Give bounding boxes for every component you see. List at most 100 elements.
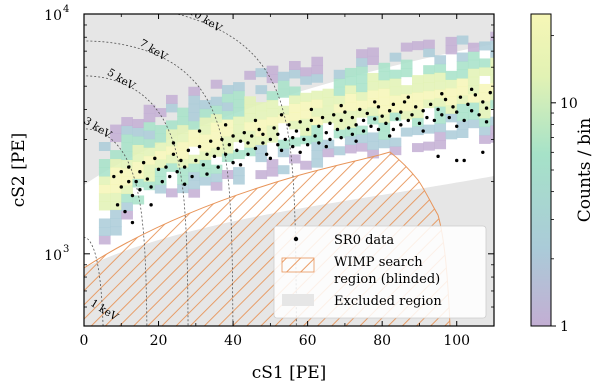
legend-box [273, 225, 487, 319]
heatmap-bin [400, 59, 413, 69]
plot-frame [83, 13, 495, 327]
data-point [138, 188, 142, 192]
data-point [194, 158, 198, 163]
heatmap-bin [400, 127, 413, 137]
heatmap-bin [166, 162, 178, 172]
data-point [384, 121, 388, 126]
heatmap-bin [188, 171, 201, 181]
heatmap-bin [233, 99, 245, 109]
y-tick-exponent: 4 [63, 4, 69, 15]
data-point [373, 100, 377, 104]
heatmap-bin [266, 125, 279, 135]
heatmap-bin [333, 146, 346, 156]
x-tick-label: 80 [373, 333, 391, 349]
heatmap-bin [277, 105, 290, 115]
heatmap-bin [143, 172, 156, 182]
heatmap-bin [110, 150, 122, 160]
data-point [399, 110, 403, 114]
colorbar-label: Counts / bin [575, 118, 593, 223]
data-point [235, 148, 239, 153]
data-point [197, 144, 202, 149]
heatmap-bin [456, 120, 469, 130]
data-point [130, 220, 135, 225]
heatmap-bin [132, 118, 145, 128]
data-point [168, 174, 172, 179]
data-point [160, 179, 164, 184]
heatmap-bin [378, 130, 391, 140]
data-point [402, 100, 407, 104]
heatmap-bin [311, 158, 324, 168]
heatmap-bin [143, 121, 156, 131]
heatmap-bin [367, 47, 379, 57]
heatmap-bin [255, 68, 268, 78]
heatmap-bin [412, 75, 424, 85]
heatmap-bin [289, 69, 301, 79]
heatmap-bin [467, 68, 480, 78]
data-point [205, 152, 209, 156]
heatmap-bin [132, 135, 145, 145]
legend-entry-sr0: SR0 data [334, 233, 394, 248]
heatmap-bin [467, 76, 480, 86]
heatmap-bin [356, 66, 368, 76]
data-point [119, 169, 123, 174]
data-point [287, 123, 291, 127]
heatmap-bin [378, 139, 391, 149]
data-point [149, 203, 153, 207]
data-point [272, 126, 276, 130]
heatmap-bin [400, 42, 413, 52]
heatmap-bin [110, 184, 122, 194]
heatmap-bin [423, 82, 435, 92]
data-point [414, 105, 418, 109]
data-point [350, 115, 355, 120]
data-point [238, 163, 243, 167]
heatmap-bin [98, 158, 111, 168]
x-tick-label: 60 [299, 333, 317, 349]
heatmap-bin [221, 144, 234, 154]
heatmap-bin [154, 176, 167, 186]
data-point [328, 121, 332, 126]
heatmap-bin [132, 161, 145, 171]
heatmap-bin [434, 114, 447, 124]
heatmap-bin [356, 125, 368, 135]
heatmap-bin [110, 192, 122, 202]
heatmap-bin [221, 153, 234, 163]
data-point [455, 124, 459, 129]
heatmap-bin [177, 107, 189, 117]
heatmap-bin [143, 113, 156, 123]
data-point [391, 102, 396, 107]
data-point [171, 141, 176, 145]
heatmap-bin [378, 88, 391, 98]
data-point [425, 115, 429, 120]
heatmap-bin [378, 79, 391, 89]
data-point [462, 118, 466, 123]
heatmap-bin [333, 78, 346, 88]
heatmap-bin [322, 105, 335, 115]
heatmap-bin [277, 139, 290, 149]
x-tick-label: 100 [443, 333, 470, 349]
heatmap-bin [154, 159, 167, 169]
data-point [346, 126, 351, 130]
heatmap-bin [423, 99, 435, 109]
data-point [466, 102, 470, 107]
heatmap-bin [300, 101, 312, 111]
data-point [488, 90, 492, 95]
heatmap-bin [333, 95, 346, 105]
heatmap-bin [356, 49, 368, 59]
heatmap-bin [199, 151, 212, 161]
data-point [134, 179, 138, 184]
heatmap-bin [490, 99, 494, 109]
data-point [350, 132, 355, 137]
data-point [141, 160, 146, 165]
data-point [175, 169, 179, 174]
heatmap-bin [434, 123, 447, 133]
heatmap-bin [110, 124, 122, 134]
heatmap-bin [143, 104, 156, 114]
energy-contour [84, 237, 104, 326]
heatmap-bin [266, 91, 279, 101]
heatmap-bin [277, 71, 290, 81]
heatmap-bin [188, 120, 201, 130]
heatmap-bin [98, 226, 111, 236]
heatmap-bins [98, 31, 494, 245]
heatmap-bin [423, 124, 435, 134]
heatmap-bin [166, 128, 178, 138]
